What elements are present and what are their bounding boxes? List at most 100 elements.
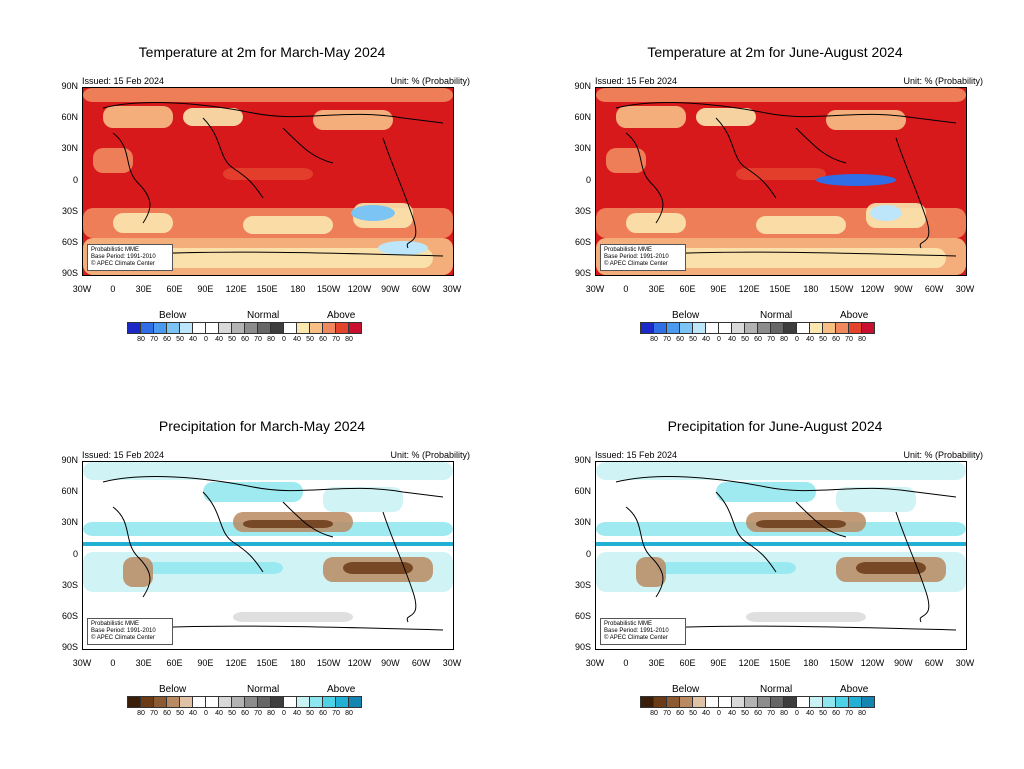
lat-label: 0 xyxy=(585,174,591,185)
panel-title: Temperature at 2m for March-May 2024 xyxy=(138,44,386,60)
legend-tick-label: 60 xyxy=(676,710,684,717)
legend-tick-label: 40 xyxy=(728,710,736,717)
map-cool-anomaly xyxy=(816,174,896,186)
legend-color-box xyxy=(296,696,310,708)
legend-color-box xyxy=(218,696,232,708)
lat-label: 90S xyxy=(574,268,591,278)
lon-label: 30W xyxy=(585,284,605,294)
lon-label: 120W xyxy=(860,658,885,668)
legend-color-box xyxy=(692,696,706,708)
legend-tick-label: 40 xyxy=(728,336,736,343)
legend-colorbar xyxy=(640,696,875,708)
unit-label: Unit: % (Probability) xyxy=(903,450,983,460)
model-note: Probabilistic MME Base Period: 1991-2010 ©… xyxy=(87,244,173,271)
lon-label: 90W xyxy=(894,284,913,294)
map-shading-region xyxy=(836,487,916,512)
legend-color-box xyxy=(127,322,141,334)
lat-label: 90S xyxy=(61,642,78,652)
map-cool-anomaly xyxy=(870,205,902,221)
lat-label: 30S xyxy=(61,579,78,590)
legend-color-box xyxy=(744,322,758,334)
legend-colorbar xyxy=(640,322,875,334)
legend-normal-label: Normal xyxy=(760,310,793,321)
legend-color-box xyxy=(770,322,784,334)
lon-label: 30W xyxy=(955,284,975,294)
legend-color-box xyxy=(653,696,667,708)
legend-color-box xyxy=(783,322,797,334)
coastline xyxy=(605,102,957,259)
legend-color-box xyxy=(835,696,849,708)
model-note: Probabilistic MME Base Period: 1991-2010 ©… xyxy=(600,618,686,645)
model-note-line: © APEC Climate Center xyxy=(91,635,155,641)
lon-label: 30W xyxy=(955,658,975,668)
lon-label: 150W xyxy=(829,284,854,294)
legend-tick-label: 60 xyxy=(163,710,171,717)
legend-color-box xyxy=(140,322,154,334)
legend-color-box xyxy=(848,322,862,334)
map-shading-region xyxy=(716,482,816,502)
map-shading-region xyxy=(323,487,403,512)
map-shading-region xyxy=(606,148,646,173)
legend-tick-label: 50 xyxy=(176,336,184,343)
legend-tick-label: 80 xyxy=(780,336,788,343)
lat-label: 30N xyxy=(61,143,78,154)
legend-tick-label: 50 xyxy=(819,710,827,717)
legend-color-box xyxy=(809,696,823,708)
legend-color-box xyxy=(257,696,271,708)
legend-below-label: Below xyxy=(159,310,187,321)
model-note-line: Probabilistic MME xyxy=(91,621,140,627)
legend-color-box xyxy=(718,696,732,708)
legend-color-box xyxy=(309,696,323,708)
legend-tick-label: 40 xyxy=(806,336,814,343)
legend-color-box xyxy=(640,696,654,708)
legend-tick-label: 50 xyxy=(689,336,697,343)
legend-tick-label: 60 xyxy=(832,336,840,343)
legend-color-box xyxy=(166,696,180,708)
legend-tick-label: 0 xyxy=(795,710,799,717)
legend-tick-label: 80 xyxy=(267,336,275,343)
map-shading-region xyxy=(243,216,333,234)
lon-label: 90W xyxy=(381,658,400,668)
legend-tick-label: 70 xyxy=(845,336,853,343)
legend-color-box xyxy=(666,322,680,334)
legend-tick-label: 40 xyxy=(293,336,301,343)
legend-tick-label: 80 xyxy=(137,710,145,717)
legend-color-box xyxy=(179,696,193,708)
model-note-line: © APEC Climate Center xyxy=(604,261,668,267)
lon-label: 30W xyxy=(442,284,462,294)
lon-label: 90E xyxy=(197,658,214,668)
lat-label: 90N xyxy=(61,81,78,91)
lon-label: 90E xyxy=(710,658,727,668)
legend-color-box xyxy=(796,696,810,708)
lon-label: 30E xyxy=(648,658,665,668)
legend-color-box xyxy=(861,322,875,334)
map-shading-region xyxy=(756,216,846,234)
lon-label: 150E xyxy=(256,658,278,668)
legend-color-box xyxy=(796,322,810,334)
lon-label: 30E xyxy=(648,284,665,294)
coastline xyxy=(92,102,444,259)
legend-tick-label: 0 xyxy=(717,710,721,717)
legend-color-box xyxy=(244,322,258,334)
legend-color-box xyxy=(705,696,719,708)
legend-tick-label: 40 xyxy=(215,710,223,717)
lon-label: 30W xyxy=(72,284,92,294)
lat-label: 30N xyxy=(574,517,591,528)
legend-tick-label: 60 xyxy=(241,336,249,343)
legend-colorbar xyxy=(127,696,362,708)
legend-tick-label: 0 xyxy=(717,336,721,343)
legend-normal-label: Normal xyxy=(247,310,280,321)
legend-color-box xyxy=(705,322,719,334)
legend-tick-label: 80 xyxy=(858,336,866,343)
legend-above-label: Above xyxy=(327,310,356,321)
legend-color-box xyxy=(283,322,297,334)
legend-tick-label: 50 xyxy=(306,336,314,343)
model-note-line: Base Period: 1991-2010 xyxy=(604,254,669,260)
legend-color-box xyxy=(692,322,706,334)
legend-color-box xyxy=(770,696,784,708)
lon-label: 60W xyxy=(411,658,431,668)
map-shading-region xyxy=(696,108,756,126)
legend-color-box xyxy=(822,696,836,708)
map-panel-prec-jja: Precipitation for June-August 2024 Issued… xyxy=(565,418,985,718)
lat-label: 30S xyxy=(574,579,591,590)
